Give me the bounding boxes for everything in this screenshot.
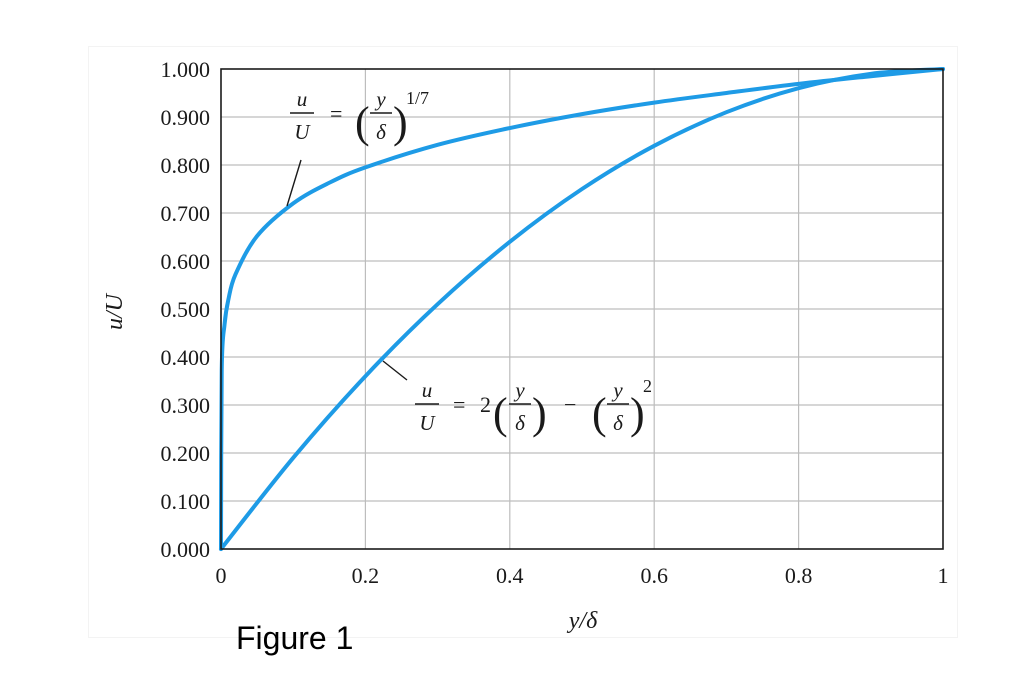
power-law-lhs-denominator: U	[294, 120, 311, 144]
parabolic-exponent: 2	[643, 376, 652, 396]
y-tick-label: 0.300	[161, 393, 211, 418]
power-law-equals: =	[330, 101, 342, 126]
parabolic-fraction-denominator-1: δ	[515, 411, 526, 435]
figure-panel	[88, 46, 958, 638]
parabolic-equals: =	[453, 392, 465, 417]
parabolic-lhs-denominator: U	[419, 411, 436, 435]
tick-labels: 0 0.2 0.4 0.6 0.8 1 0.000 0.100 0.200 0.300 0.400 0…	[161, 57, 949, 588]
grid-lines	[221, 69, 943, 549]
parabolic-fraction-denominator-2: δ	[613, 411, 624, 435]
parabolic-coefficient: 2	[480, 392, 491, 417]
parabolic-lhs-numerator: u	[422, 378, 433, 402]
power-law-left-paren: (	[355, 98, 370, 147]
parabolic-right-paren-1: )	[532, 389, 547, 438]
plot-border	[220, 68, 944, 550]
y-tick-label: 0.100	[161, 489, 211, 514]
power-law-lhs-numerator: u	[297, 87, 308, 111]
parabolic-minus: −	[564, 392, 576, 417]
power-law-fraction-denominator: δ	[376, 120, 387, 144]
y-tick-label: 0.000	[161, 537, 211, 562]
power-law-right-paren: )	[393, 98, 408, 147]
x-tick-label: 0.8	[785, 563, 813, 588]
y-tick-label: 0.200	[161, 441, 211, 466]
x-axis-title: y/δ	[567, 608, 598, 634]
parabolic-right-paren-2: )	[630, 389, 645, 438]
y-tick-label: 0.500	[161, 297, 211, 322]
x-tick-label: 1	[938, 563, 949, 588]
parabolic-fraction-numerator-1: y	[513, 378, 525, 402]
y-tick-label: 0.900	[161, 105, 211, 130]
power-law-fraction-numerator: y	[374, 87, 386, 111]
x-tick-label: 0.2	[352, 563, 380, 588]
power-law-profile-line	[219, 67, 945, 551]
velocity-profile-curves	[219, 67, 945, 551]
power-law-leader-line	[286, 159, 302, 207]
y-tick-label: 0.400	[161, 345, 211, 370]
parabolic-fraction-numerator-2: y	[611, 378, 623, 402]
y-axis-title: u/U	[102, 292, 128, 330]
y-tick-label: 0.600	[161, 249, 211, 274]
x-tick-label: 0	[216, 563, 227, 588]
parabolic-left-paren-2: (	[592, 389, 607, 438]
y-tick-label: 0.700	[161, 201, 211, 226]
parabolic-leader-line	[382, 360, 408, 381]
power-law-equation-label: u U = ( y δ ) 1/7	[286, 87, 429, 207]
parabolic-left-paren-1: (	[493, 389, 508, 438]
x-tick-label: 0.4	[496, 563, 524, 588]
y-tick-label: 1.000	[161, 57, 211, 82]
parabolic-profile-line	[219, 67, 945, 551]
figure-caption: Figure 1	[236, 620, 354, 656]
x-tick-label: 0.6	[640, 563, 668, 588]
power-law-exponent: 1/7	[406, 88, 429, 108]
plot-frame	[220, 68, 944, 550]
parabolic-equation-label: u U = 2 ( y δ ) − ( y δ ) 2	[382, 360, 652, 438]
y-tick-label: 0.800	[161, 153, 211, 178]
